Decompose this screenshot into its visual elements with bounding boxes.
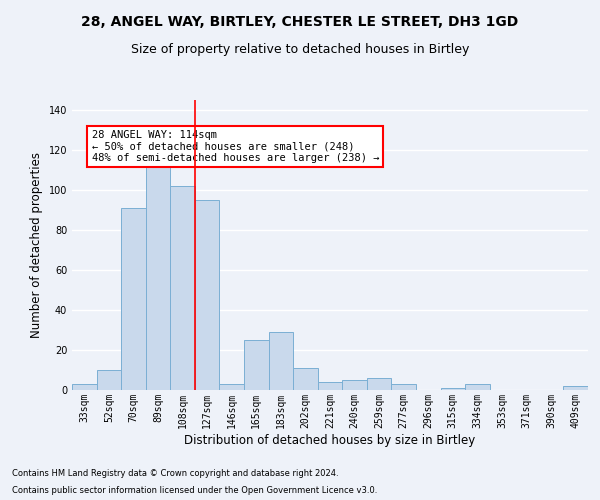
Text: 28, ANGEL WAY, BIRTLEY, CHESTER LE STREET, DH3 1GD: 28, ANGEL WAY, BIRTLEY, CHESTER LE STREE… [82,15,518,29]
Bar [367,378,391,390]
Bar [563,386,588,390]
Y-axis label: Number of detached properties: Number of detached properties [30,152,43,338]
X-axis label: Distribution of detached houses by size in Birtley: Distribution of detached houses by size … [184,434,476,446]
Bar [293,368,318,390]
Bar [342,380,367,390]
Text: Contains HM Land Registry data © Crown copyright and database right 2024.: Contains HM Land Registry data © Crown c… [12,468,338,477]
Bar [440,388,465,390]
Text: 28 ANGEL WAY: 114sqm
← 50% of detached houses are smaller (248)
48% of semi-deta: 28 ANGEL WAY: 114sqm ← 50% of detached h… [92,130,379,163]
Bar [97,370,121,390]
Bar [121,208,146,390]
Bar [244,340,269,390]
Bar [170,186,195,390]
Bar [465,384,490,390]
Bar [391,384,416,390]
Bar [269,332,293,390]
Bar [318,382,342,390]
Text: Size of property relative to detached houses in Birtley: Size of property relative to detached ho… [131,42,469,56]
Bar [72,384,97,390]
Bar [146,162,170,390]
Bar [195,200,220,390]
Bar [220,384,244,390]
Text: Contains public sector information licensed under the Open Government Licence v3: Contains public sector information licen… [12,486,377,495]
